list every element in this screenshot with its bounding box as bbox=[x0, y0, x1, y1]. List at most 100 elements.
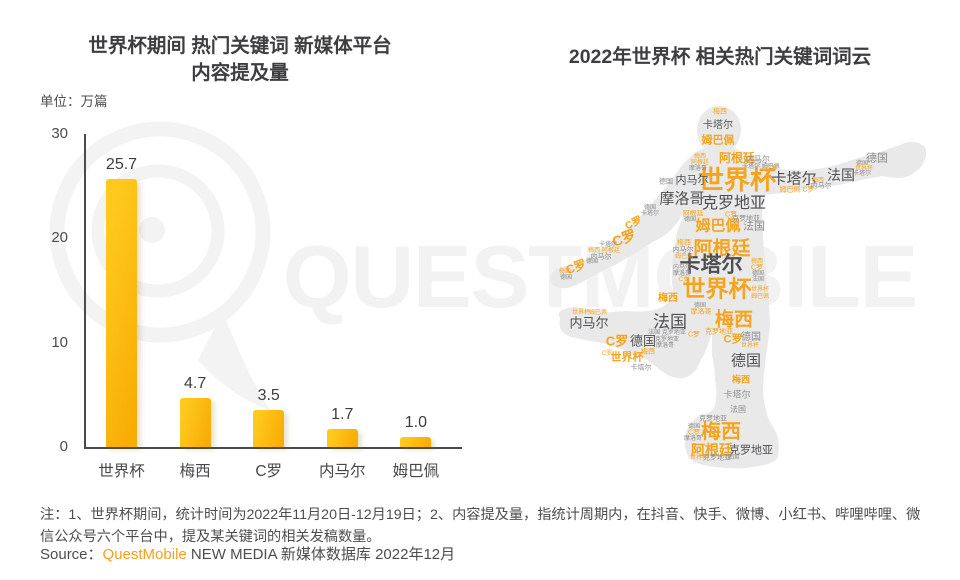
cloud-word: 摩洛哥 bbox=[672, 271, 692, 277]
cloud-word: 卡塔尔 bbox=[723, 389, 751, 400]
cloud-word: 卡塔尔 bbox=[630, 364, 652, 372]
cloud-word: 克罗地亚 bbox=[654, 337, 680, 343]
cloud-word: 德国 bbox=[643, 205, 657, 211]
cloud-word: 德国 bbox=[585, 259, 599, 265]
cloud-word: 克罗地亚 bbox=[701, 195, 767, 212]
cloud-word: 卡塔尔 姆巴佩 bbox=[742, 164, 780, 170]
bar-chart-title-line1: 世界杯期间 热门关键词 新媒体平台 bbox=[88, 35, 392, 57]
cloud-word: 法国 克罗地亚 bbox=[648, 330, 686, 336]
bar-category-label: C罗 bbox=[255, 463, 283, 480]
word-cloud: 世界杯 卡塔尔 法国 德国 内马尔 摩洛哥 克罗地亚 姆巴佩 法国 阿根廷 卡塔尔 世界杯 梅西 内马尔法… bbox=[545, 100, 945, 480]
cloud-word: 德国 bbox=[559, 275, 573, 281]
cloud-word: 阿根廷 bbox=[718, 151, 756, 165]
bar-内马尔 bbox=[326, 429, 358, 447]
cloud-word: 阿根廷 bbox=[690, 160, 710, 166]
cloud-word: 法国 bbox=[743, 220, 765, 233]
cloud-word: 克罗地亚 bbox=[729, 444, 773, 457]
cloud-word: 德国 bbox=[659, 178, 673, 186]
cloud-word: 卡塔尔 bbox=[852, 171, 872, 177]
cloud-word: C罗 bbox=[723, 333, 743, 346]
cloud-word: 梅西 bbox=[677, 239, 691, 247]
bar-chart-title: 世界杯期间 热门关键词 新媒体平台 内容提及量 bbox=[30, 33, 450, 87]
cloud-word: 德国 bbox=[855, 161, 869, 167]
cloud-word: 梅西 bbox=[558, 269, 572, 275]
cloud-word: 阿根廷 bbox=[682, 210, 704, 218]
bar-世界杯 bbox=[106, 178, 137, 447]
cloud-word: 摩洛哥 bbox=[688, 166, 708, 172]
cloud-word: 内马尔 bbox=[590, 253, 612, 261]
cloud-word: 梅西 bbox=[731, 374, 751, 385]
cloud-word: 梅西 bbox=[811, 178, 825, 184]
cloud-word: 克罗地亚 bbox=[705, 328, 733, 336]
y-tick-label: 10 bbox=[51, 333, 68, 351]
cloud-word: 摩洛哥 bbox=[690, 308, 712, 316]
bar-category-label: 世界杯 bbox=[98, 463, 145, 480]
cloud-word: 内马尔 bbox=[810, 182, 832, 190]
cloud-word: 克罗地亚 bbox=[699, 415, 727, 423]
cloud-word: 内马尔 bbox=[675, 174, 709, 187]
bar-value-label: 4.7 bbox=[183, 374, 207, 392]
cloud-word: C罗 bbox=[765, 165, 779, 173]
soccer-player-silhouette bbox=[550, 106, 926, 469]
cloud-word: 梅西 bbox=[693, 154, 707, 160]
cloud-word: 卡塔尔 bbox=[771, 170, 817, 188]
cloud-word: 阿根廷 bbox=[693, 238, 751, 260]
questmobile-text-watermark: QUESTMOBILE bbox=[283, 227, 918, 326]
bar-C罗 bbox=[253, 410, 285, 447]
cloud-word: C罗 bbox=[687, 429, 701, 437]
cloud-word: 阿根廷 bbox=[691, 442, 733, 458]
cloud-word: 德国 bbox=[730, 352, 762, 370]
cloud-word: 姆巴佩 bbox=[695, 217, 741, 235]
cloud-word: 世界杯 bbox=[610, 351, 644, 364]
cloud-word: 内马尔 bbox=[672, 246, 694, 254]
bar-chart-title-line2: 内容提及量 bbox=[191, 61, 289, 84]
y-axis-line bbox=[84, 134, 86, 447]
source-brand: QuestMobile bbox=[102, 546, 187, 563]
cloud-word: C罗 bbox=[750, 264, 764, 272]
bar-chart: 30 20 10 0 25.7 世界杯 4.7 梅西 3.5 C罗 1.7 内马尔 1.0 姆巴佩 bbox=[0, 0, 500, 500]
cloud-word: 世界杯 bbox=[750, 287, 770, 293]
cloud-word: 德国 bbox=[741, 332, 761, 343]
cloud-word: 内马尔 bbox=[569, 315, 609, 331]
cloud-word: 法国 bbox=[751, 277, 765, 283]
bar-value-label: 1.7 bbox=[331, 406, 354, 424]
cloud-word: 姆巴佩 bbox=[588, 310, 608, 316]
bar-category-label: 梅西 bbox=[179, 463, 211, 480]
bar-category-label: 内马尔 bbox=[319, 463, 366, 480]
y-tick-label: 20 bbox=[51, 229, 68, 247]
cloud-word: 姆巴佩 C罗 bbox=[779, 186, 815, 194]
cloud-word: 姆巴佩 bbox=[674, 254, 694, 260]
cloud-word: 克罗地亚 bbox=[732, 215, 760, 223]
cloud-word: 姆巴佩 bbox=[750, 294, 770, 300]
cloud-word: 德国 bbox=[629, 333, 657, 349]
source-line: Source：QuestMobile NEW MEDIA 新媒体数据库 2022… bbox=[40, 543, 455, 564]
cloud-word: 摩洛哥 bbox=[659, 190, 705, 208]
cloud-word: 梅西 bbox=[714, 309, 754, 331]
cloud-word: 世界杯 bbox=[697, 165, 777, 195]
cloud-word: C罗 bbox=[678, 277, 690, 283]
cloud-word: 梅西 bbox=[641, 348, 655, 356]
cloud-word: 摩洛哥 bbox=[683, 436, 703, 442]
word-cloud-title: 2022年世界杯 相关热门关键词词云 bbox=[568, 46, 872, 68]
cloud-word: 法国 bbox=[653, 312, 687, 332]
cloud-word: 梅西 bbox=[701, 421, 741, 443]
cloud-word: 法国 bbox=[730, 405, 746, 414]
cloud-word: C罗 bbox=[724, 211, 738, 219]
cloud-word: 世界杯 bbox=[682, 275, 752, 302]
y-tick-label: 0 bbox=[59, 438, 68, 455]
bar-梅西 bbox=[179, 397, 211, 447]
cloud-word: C罗 bbox=[687, 331, 701, 339]
bar-姆巴佩 bbox=[400, 436, 432, 447]
cloud-word: 德国 bbox=[683, 217, 697, 223]
footnote: 注：1、世界杯期间，统计时间为2022年11月20日-12月19日；2、内容提及… bbox=[40, 507, 921, 545]
source-prefix: Source： bbox=[40, 546, 103, 563]
cloud-word: 世界杯 bbox=[689, 455, 709, 461]
cloud-word: 世界杯 bbox=[571, 310, 591, 316]
cloud-word: 卡塔尔 bbox=[598, 242, 618, 248]
cloud-word: 姆巴佩 bbox=[701, 134, 735, 147]
cloud-word: 德国 bbox=[693, 303, 707, 309]
source-rest: NEW MEDIA 新媒体数据库 2022年12月 bbox=[186, 546, 456, 563]
cloud-word: 德国 bbox=[751, 271, 765, 277]
cloud-word: 梅西 bbox=[713, 108, 727, 116]
y-tick-label: 30 bbox=[51, 125, 68, 142]
